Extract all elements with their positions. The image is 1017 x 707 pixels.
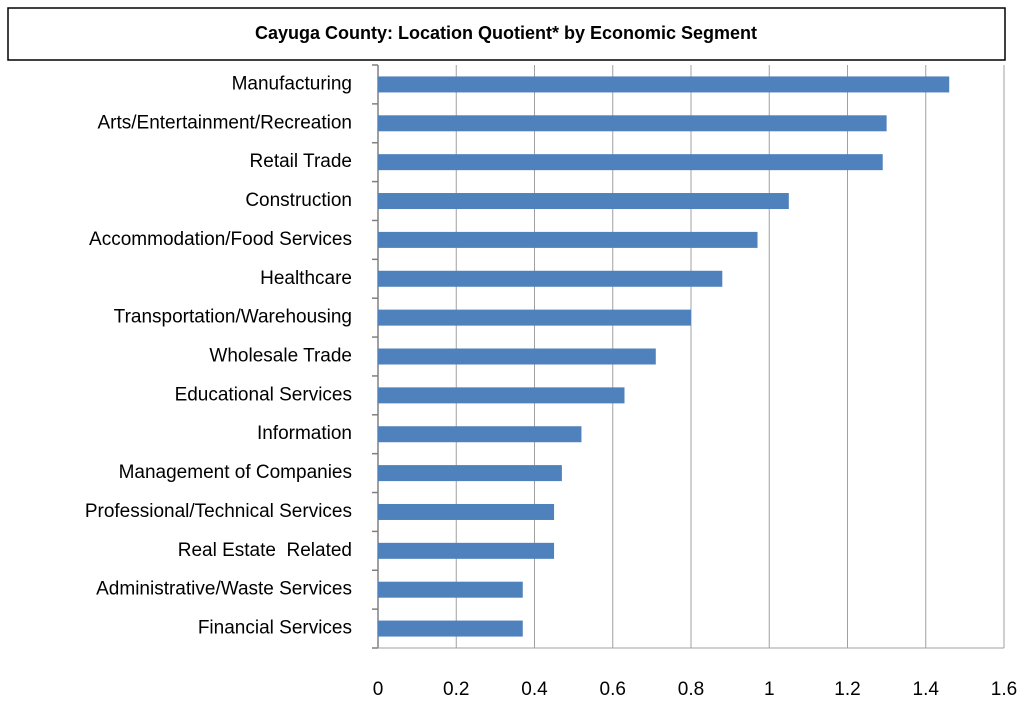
bar: [378, 154, 883, 171]
bar: [378, 115, 887, 132]
bar: [378, 426, 582, 443]
y-tick-label: Transportation/Warehousing: [114, 307, 352, 328]
x-tick-label: 0.8: [678, 679, 704, 700]
y-tick-label: Information: [257, 423, 352, 444]
x-tick-label: 0.6: [600, 679, 626, 700]
y-tick-label: Financial Services: [198, 618, 352, 639]
x-tick-label: 1.4: [913, 679, 940, 700]
bar: [378, 620, 523, 637]
y-tick-label: Construction: [245, 190, 352, 211]
bar: [378, 348, 656, 365]
bar: [378, 503, 555, 520]
bar: [378, 309, 691, 326]
chart-title: Cayuga County: Location Quotient* by Eco…: [255, 23, 757, 43]
bar: [378, 193, 789, 210]
y-tick-label: Healthcare: [260, 268, 352, 289]
y-tick-label: Manufacturing: [232, 73, 352, 94]
y-tick-label: Arts/Entertainment/Recreation: [97, 112, 352, 133]
bar: [378, 581, 523, 598]
y-tick-label: Administrative/Waste Services: [96, 579, 352, 600]
x-tick-label: 0: [373, 679, 384, 700]
bar: [378, 270, 723, 287]
y-tick-label: Management of Companies: [119, 462, 352, 483]
x-tick-label: 0.2: [443, 679, 469, 700]
y-tick-label: Retail Trade: [250, 151, 352, 172]
bar: [378, 387, 625, 404]
bar: [378, 465, 562, 482]
x-tick-label: 1: [764, 679, 775, 700]
y-tick-label: Wholesale Trade: [209, 346, 352, 367]
y-tick-label: Professional/Technical Services: [85, 501, 352, 522]
bar: [378, 76, 950, 93]
x-tick-label: 1.2: [834, 679, 860, 700]
y-tick-label: Accommodation/Food Services: [89, 229, 352, 250]
x-tick-label: 1.6: [991, 679, 1017, 700]
bar: [378, 231, 758, 248]
title-box: [7, 7, 1006, 61]
y-tick-label: Real Estate Related: [178, 540, 352, 561]
bar: [378, 542, 555, 559]
y-tick-label: Educational Services: [175, 384, 352, 405]
x-tick-label: 0.4: [521, 679, 548, 700]
